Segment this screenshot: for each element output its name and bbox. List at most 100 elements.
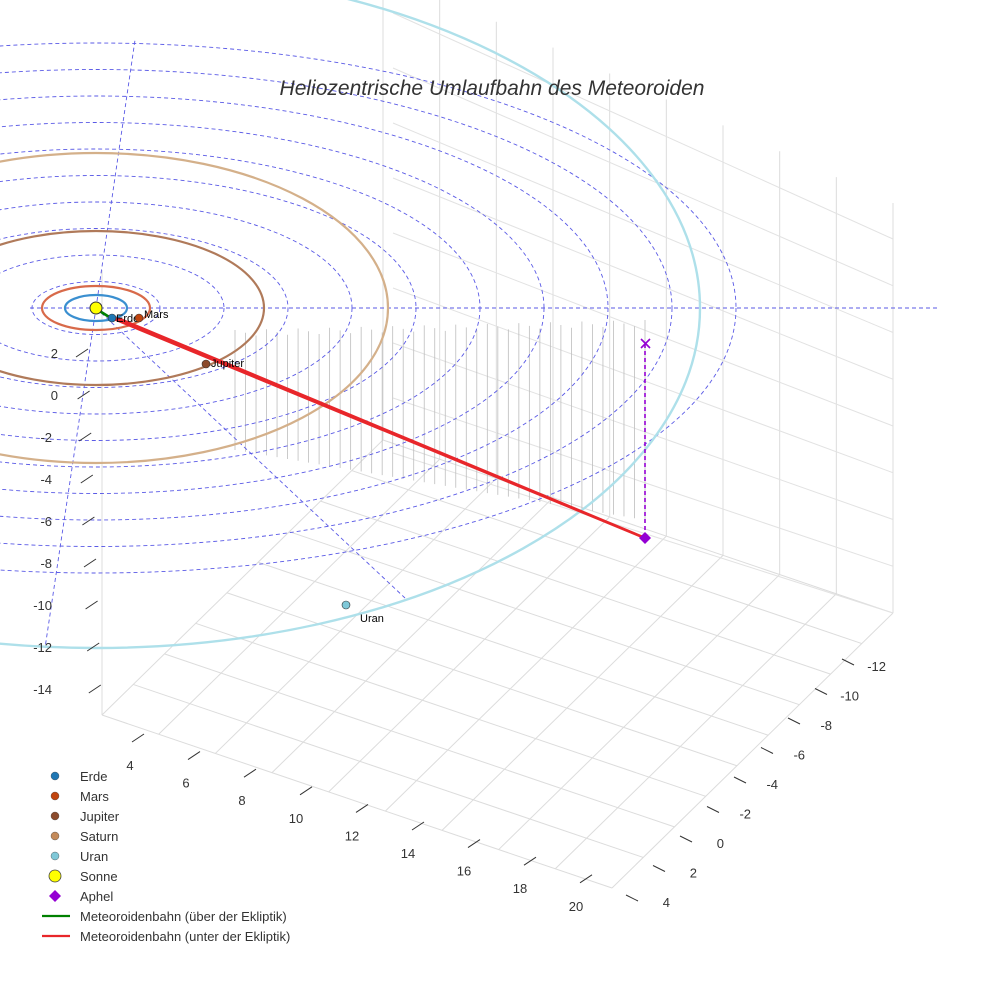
floor-gridline <box>441 554 724 831</box>
legend-symbol <box>50 771 60 781</box>
y-tick-mark <box>625 894 639 902</box>
orbit-mars <box>40 284 152 332</box>
floor-gridline <box>351 470 862 645</box>
wall-gridline <box>392 452 894 614</box>
legend-dot <box>50 791 60 801</box>
wall-gridline <box>392 12 894 240</box>
x-tick-label: 12 <box>345 828 359 843</box>
x-tick-mark <box>467 839 481 849</box>
orbit-earth <box>63 293 129 323</box>
legend-label: Aphel <box>80 888 114 904</box>
legend-symbol <box>50 851 60 861</box>
ecliptic-ring <box>0 254 225 362</box>
aphel-projection-marker <box>640 338 651 349</box>
z-tick-mark <box>77 390 90 400</box>
x-tick-label: 8 <box>238 793 245 808</box>
x-tick-label: 6 <box>182 776 189 791</box>
y-tick-label: -8 <box>820 718 832 733</box>
wall-gridline <box>392 342 894 520</box>
planet-marker <box>201 359 211 369</box>
legend-label: Jupiter <box>80 808 120 824</box>
legend-label: Meteoroidenbahn (unter der Ekliptik) <box>80 928 291 944</box>
y-tick-label: -2 <box>739 807 751 822</box>
legend-item[interactable]: Erde <box>40 766 290 786</box>
floor-gridline <box>498 574 781 850</box>
legend-item[interactable]: Saturn <box>40 826 290 846</box>
planet-marker <box>341 600 351 610</box>
y-tick-mark <box>679 835 693 843</box>
z-tick-mark <box>83 558 97 568</box>
meteoroid-path-below <box>111 316 647 540</box>
legend-sun <box>48 869 62 883</box>
legend-symbol <box>42 914 70 918</box>
legend-symbol <box>42 934 70 938</box>
x-tick-label: 14 <box>401 846 415 861</box>
wall-gridline <box>392 177 894 380</box>
y-tick-mark <box>814 688 828 695</box>
legend-item[interactable]: Meteoroidenbahn (unter der Ekliptik) <box>40 926 290 946</box>
y-tick-mark <box>787 717 801 725</box>
planet-label: Mars <box>144 309 169 321</box>
floor-gridline <box>133 683 644 858</box>
z-tick-label: 0 <box>51 388 58 403</box>
legend-symbol <box>49 890 61 902</box>
legend-symbol <box>48 869 62 883</box>
orbit-saturn <box>0 151 390 465</box>
legend-symbol <box>50 811 60 821</box>
floor-gridline <box>320 500 831 675</box>
ecliptic-ring <box>0 42 737 574</box>
y-tick-mark <box>652 865 666 872</box>
z-tick-mark <box>86 642 100 652</box>
x-tick-mark <box>411 821 425 831</box>
z-tick-label: 2 <box>51 346 58 361</box>
markers: Erde Mars Jupiter Uran <box>89 301 651 625</box>
planet-orbits <box>0 0 702 650</box>
legend-dot <box>50 811 60 821</box>
planet-label: Erde <box>116 313 139 325</box>
y-tick-label: -10 <box>840 689 859 704</box>
wall-gridline <box>392 67 894 287</box>
legend-item[interactable]: Uran <box>40 846 290 866</box>
floor-gridline <box>164 653 675 828</box>
legend-symbol <box>50 831 60 841</box>
legend-label: Meteoroidenbahn (über der Ekliptik) <box>80 908 287 924</box>
planet-label: Jupiter <box>211 358 244 370</box>
y-tick-mark <box>706 806 720 813</box>
legend-item[interactable]: Mars <box>40 786 290 806</box>
floor-gridline <box>328 516 611 793</box>
z-tick-label: -8 <box>40 556 52 571</box>
floor-gridline <box>195 622 706 797</box>
planet-marker <box>134 313 144 323</box>
legend-label: Erde <box>80 768 108 784</box>
wall-gridline <box>392 122 894 333</box>
legend-item[interactable]: Sonne <box>40 866 290 886</box>
legend: Erde Mars Jupiter Saturn Uran Sonne Aphel Meteo… <box>40 766 290 946</box>
y-tick-label: 2 <box>690 866 697 881</box>
z-tick-label: -4 <box>40 472 52 487</box>
y-tick-label: 0 <box>717 836 724 851</box>
y-tick-mark <box>841 658 855 666</box>
x-tick-mark <box>131 733 145 743</box>
floor-gridline <box>289 531 800 706</box>
legend-label: Saturn <box>80 828 119 844</box>
floor-gridline <box>382 439 894 614</box>
grid-layer <box>101 0 894 889</box>
x-tick-mark <box>355 803 369 813</box>
floor-gridline <box>101 714 613 889</box>
floor-gridline <box>226 592 738 767</box>
x-tick-label: 10 <box>289 811 303 826</box>
z-tick-mark <box>75 348 89 358</box>
legend-dot <box>50 851 60 861</box>
ecliptic-ring <box>0 69 673 547</box>
legend-item[interactable]: Meteoroidenbahn (über der Ekliptik) <box>40 906 290 926</box>
y-tick-label: -6 <box>793 748 805 763</box>
planet-label: Uran <box>360 613 384 625</box>
floor-gridline <box>257 561 769 736</box>
legend-item[interactable]: Jupiter <box>40 806 290 826</box>
x-tick-label: 4 <box>126 758 133 773</box>
ecliptic-radial <box>44 307 97 649</box>
chart-title: Heliozentrische Umlaufbahn des Meteoroid… <box>280 77 705 100</box>
legend-item[interactable]: Aphel <box>40 886 290 906</box>
x-tick-label: 16 <box>457 864 471 879</box>
